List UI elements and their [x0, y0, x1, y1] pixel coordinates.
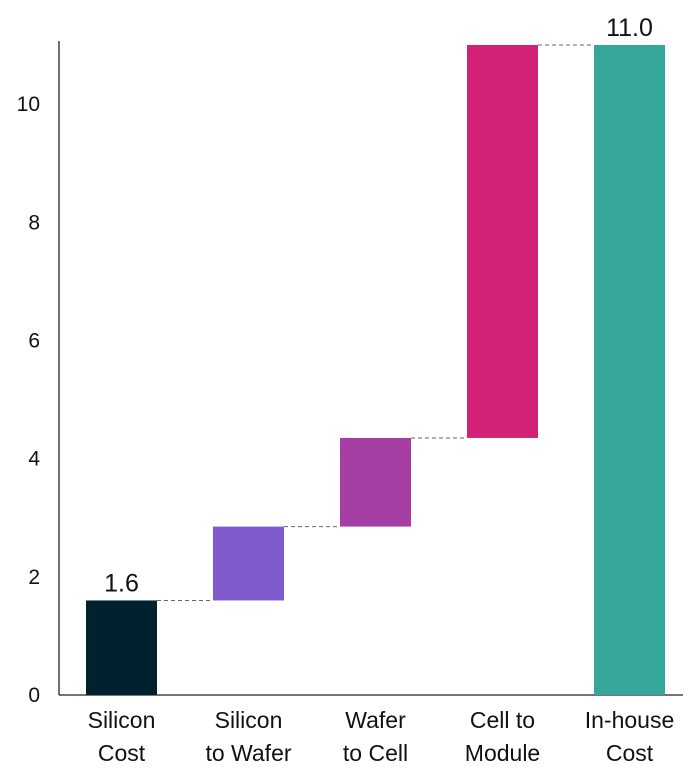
- bar: [86, 600, 157, 695]
- x-tick-label: In-house: [585, 707, 675, 733]
- x-tick-label: Cost: [98, 740, 146, 766]
- x-tick-label: Cell to: [470, 707, 535, 733]
- x-tick-label: Cost: [606, 740, 654, 766]
- data-label: 1.6: [104, 569, 139, 597]
- y-tick-label: 4: [28, 448, 40, 471]
- x-tick-label: Module: [465, 740, 540, 766]
- bar: [594, 45, 665, 695]
- y-tick-label: 2: [28, 566, 40, 589]
- labels: 1.6 Silicon Cost Silicon to Wafer Wafer to Cel…: [88, 14, 675, 766]
- bar: [213, 526, 284, 601]
- x-tick-label: Silicon: [215, 707, 283, 733]
- bars: [86, 45, 665, 695]
- x-tick-label: to Cell: [343, 740, 408, 766]
- data-label: 11.0: [606, 14, 653, 42]
- bar: [340, 437, 411, 527]
- y-tick-label: 0: [28, 684, 40, 707]
- y-tick-label: 6: [28, 329, 40, 352]
- y-tick-label: 10: [17, 93, 40, 116]
- axes: 0 2 4 6 8 10: [17, 41, 683, 707]
- x-tick-label: Silicon: [88, 707, 156, 733]
- x-tick-label: Wafer: [345, 707, 406, 733]
- connector-lines: [157, 44, 594, 601]
- y-tick-label: 8: [28, 211, 40, 234]
- bar: [467, 45, 538, 438]
- x-tick-label: to Wafer: [205, 740, 291, 766]
